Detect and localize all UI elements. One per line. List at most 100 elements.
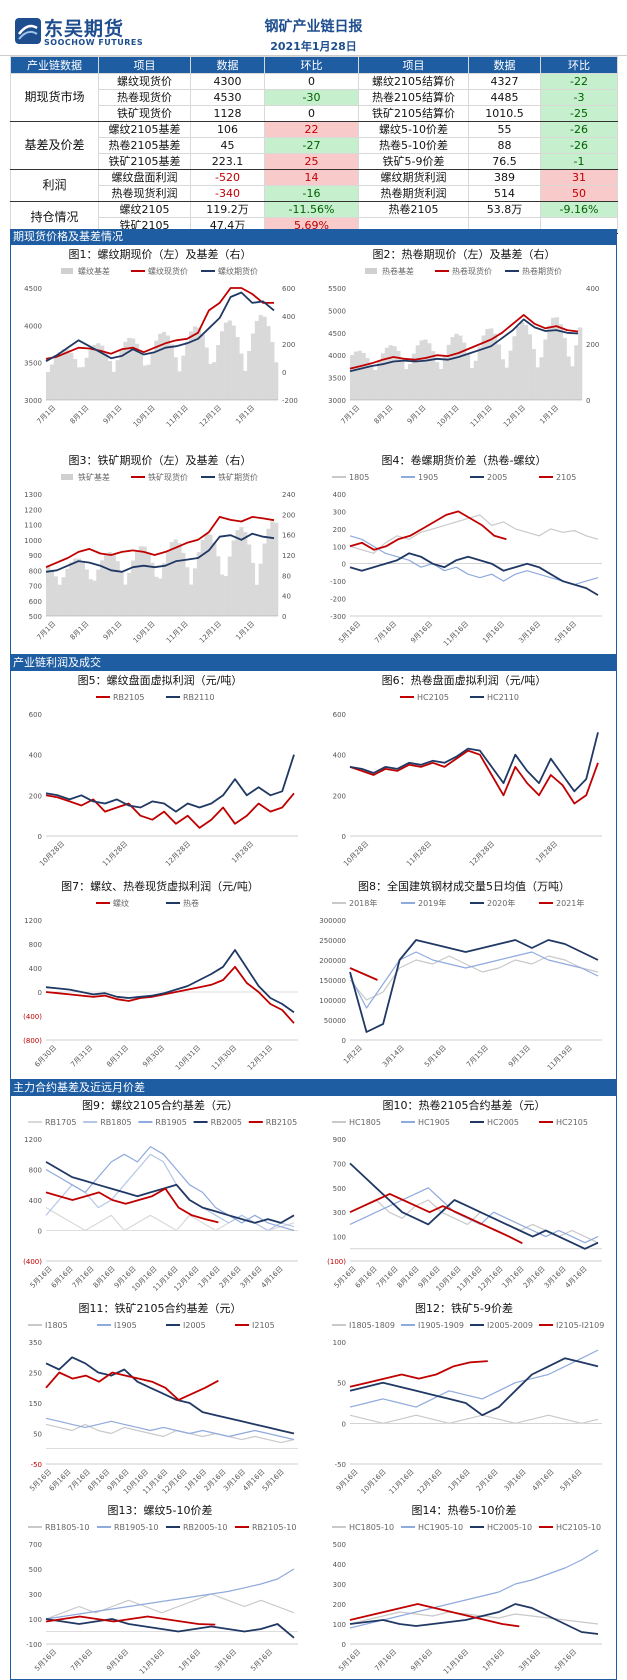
basis-bar xyxy=(169,542,174,616)
y-tick-label: 3000 xyxy=(328,397,346,405)
y-tick-label: 300 xyxy=(333,1581,346,1589)
chart-title: 图9：螺纹2105合约基差（元） xyxy=(82,1099,238,1112)
series-line-RB2110 xyxy=(45,754,295,813)
y-tick-label: 700 xyxy=(333,1160,346,1168)
basis-bar xyxy=(477,346,482,400)
legend-entry: 2019年 xyxy=(418,898,446,908)
basis-bar xyxy=(80,367,85,400)
y-tick-label: 200 xyxy=(29,792,42,800)
th-item-2: 项目 xyxy=(358,56,469,74)
chart-title: 图13：螺纹5-10价差 xyxy=(107,1504,213,1517)
series-line-2019年 xyxy=(349,951,599,1009)
change-cell-2: -26 xyxy=(540,121,618,138)
basis-bar xyxy=(408,364,413,400)
basis-bar xyxy=(446,344,451,400)
change-cell-2: -26 xyxy=(540,137,618,154)
chart-title: 图7：螺纹、热卷现货虚拟利润（元/吨） xyxy=(61,880,259,893)
y-tick-label: 100 xyxy=(333,543,346,551)
series-line-I2105-I2109 xyxy=(349,1360,488,1388)
item-cell: 螺纹2105基差 xyxy=(98,121,191,138)
legend-entry: 热卷基差 xyxy=(382,266,414,276)
x-tick-label: 5月16日 xyxy=(337,1648,362,1673)
series-line-HC2105 xyxy=(349,1193,523,1245)
basis-bar xyxy=(551,317,556,400)
legend-entry: 热卷 xyxy=(183,898,199,908)
basis-bar xyxy=(500,359,505,400)
basis-bar xyxy=(65,568,70,616)
x-tick-label: 11月30日 xyxy=(210,1044,238,1072)
legend-entry: I1905 xyxy=(114,1321,137,1330)
basis-bar xyxy=(177,371,182,400)
y-tick-label: 400 xyxy=(29,1197,42,1205)
basis-bar xyxy=(547,325,552,400)
item-cell-2: 热卷2105结算价 xyxy=(358,89,469,106)
legend-entry: RB1805 xyxy=(100,1118,131,1127)
value-cell: 1128 xyxy=(190,105,265,122)
x-tick-label: 8月1日 xyxy=(69,620,91,642)
basis-bar xyxy=(165,550,171,616)
chart-c12: I1805-1809 I1905-1909 I2005-2009 I2105-I210… xyxy=(332,1321,604,1496)
table-row: 热卷2105基差 45 -27 热卷5-10价差 88 -26 xyxy=(11,137,618,154)
basis-bar xyxy=(554,317,560,400)
chart-title: 图10：热卷2105合约基差（元） xyxy=(382,1099,546,1112)
chart-c10: HC1805 HC1905 HC2005 HC2105 900 700 500 300 100 (… xyxy=(327,1118,602,1293)
y2-tick-label: 120 xyxy=(282,552,295,560)
y2-tick-label: 400 xyxy=(282,313,295,321)
basis-bar xyxy=(504,367,509,400)
series-line-2105 xyxy=(349,510,507,551)
legend-entry: RB2005 xyxy=(211,1118,242,1127)
basis-bar xyxy=(185,341,190,400)
y-tick-label: 200 xyxy=(333,526,346,534)
basis-bar xyxy=(49,364,55,400)
item-cell-2: 螺纹5-10价差 xyxy=(358,121,469,138)
x-tick-label: 1月28日 xyxy=(534,840,559,865)
x-tick-label: 9月1日 xyxy=(406,404,428,426)
legend-swatch xyxy=(61,474,73,480)
x-tick-label: 1月1日 xyxy=(234,404,256,426)
table-row: 热卷现货利润 -340 -16 热卷期货利润 514 50 xyxy=(11,185,618,202)
basis-bar xyxy=(262,543,267,616)
basis-bar xyxy=(400,358,405,400)
x-tick-label: 7月1日 xyxy=(339,404,361,426)
x-tick-label: 1月2日 xyxy=(342,1044,364,1066)
report-header: 东吴期货 SOOCHOW FUTURES 钢矿产业链日报 2021年1月28日 xyxy=(0,0,627,56)
y2-tick-label: 200 xyxy=(586,341,599,349)
basis-bar xyxy=(361,352,366,400)
chart-c1: 螺纹基差 螺纹现货价 螺纹期货价 4500 4000 3500 3000 600 400 200 0… xyxy=(24,266,298,429)
x-tick-label: 7月16日 xyxy=(71,1265,96,1290)
legend-swatch xyxy=(61,268,73,274)
change-cell-2: -9.16% xyxy=(540,201,618,218)
x-tick-label: 4月16日 xyxy=(564,1265,589,1290)
basis-bar xyxy=(138,546,143,616)
series-line-RB2105 xyxy=(45,1187,219,1224)
table-row: 热卷现货价 4530 -30 热卷2105结算价 4485 -3 xyxy=(11,89,618,106)
y-tick-label: 500 xyxy=(333,1541,346,1549)
basis-bar xyxy=(270,342,275,400)
basis-bar xyxy=(239,353,244,400)
change-cell-2: 31 xyxy=(540,169,618,186)
basis-bar xyxy=(196,552,201,616)
chart-title: 图4：卷螺期货价差（热卷-螺纹） xyxy=(381,454,547,467)
item-cell-2: 热卷5-10价差 xyxy=(358,137,469,154)
legend-entry: HC2105 xyxy=(417,693,449,702)
item-cell-2: 螺纹2105结算价 xyxy=(358,73,469,90)
basis-bar xyxy=(181,552,186,616)
basis-bar xyxy=(189,584,194,616)
basis-bar xyxy=(578,327,583,400)
section-header-basis-spread: 主力合约基差及近远月价差 xyxy=(10,1080,617,1095)
x-tick-label: 5月16日 xyxy=(553,620,578,645)
basis-bar xyxy=(227,320,232,400)
basis-bar xyxy=(216,345,221,400)
basis-bar xyxy=(154,576,159,616)
chart-title: 图5：螺纹盘面虚拟利润（元/吨） xyxy=(77,674,243,687)
basis-bar xyxy=(131,338,136,400)
y-tick-label: 600 xyxy=(29,598,42,606)
basis-bar xyxy=(369,365,374,400)
x-tick-label: 11月1日 xyxy=(469,404,494,429)
y-tick-label: 700 xyxy=(29,1541,42,1549)
basis-bar xyxy=(431,351,436,400)
basis-bar xyxy=(231,540,236,616)
x-tick-label: 6月16日 xyxy=(50,1265,75,1290)
x-tick-label: 11月19日 xyxy=(546,1044,574,1072)
basis-bar xyxy=(76,558,82,616)
